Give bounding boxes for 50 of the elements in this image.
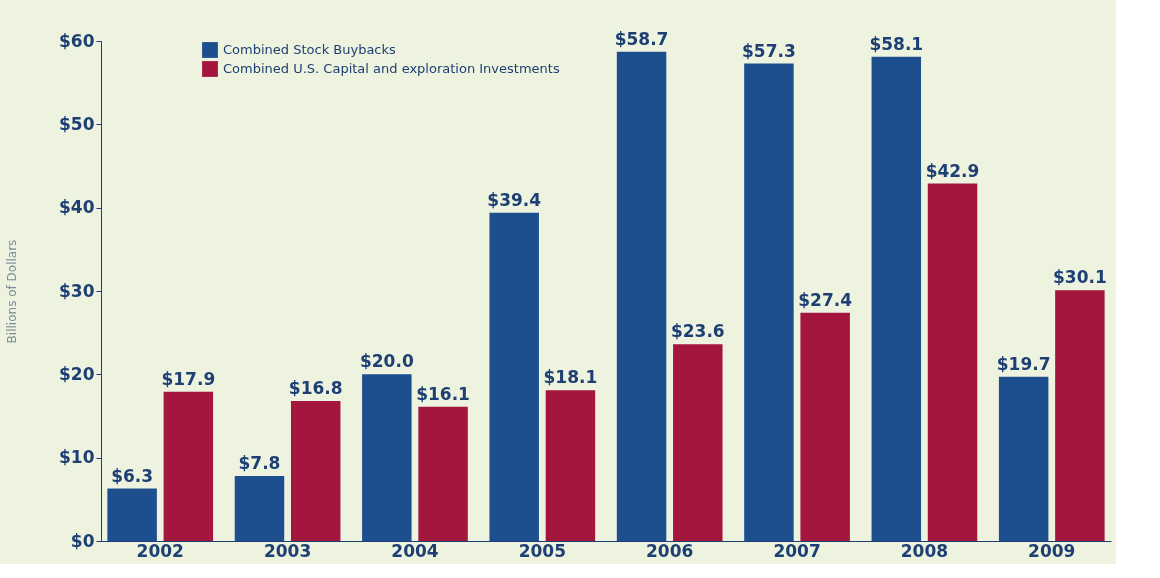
x-tick-label: 2006 — [646, 540, 694, 561]
y-tick-label: $60 — [59, 30, 95, 51]
x-tick-label: 2003 — [263, 540, 312, 561]
bar — [234, 476, 285, 541]
data-label: $23.6 — [670, 321, 725, 342]
x-tick-label: 2009 — [1028, 540, 1076, 561]
bar — [107, 488, 157, 541]
bar — [998, 376, 1049, 541]
data-label: $7.8 — [238, 453, 281, 473]
data-label: $18.1 — [543, 367, 598, 388]
data-label: $16.1 — [416, 383, 470, 404]
y-tick-label: $0 — [70, 530, 95, 551]
y-tick-label: $10 — [59, 447, 95, 468]
legend-label: Combined U.S. Capital and exploration Investments — [223, 61, 560, 76]
x-tick-label: 2007 — [773, 540, 821, 561]
bar — [673, 344, 723, 541]
bar — [290, 401, 341, 541]
x-tick-label: 2004 — [391, 540, 439, 561]
data-label: $17.9 — [161, 368, 216, 389]
legend-label: Combined Stock Buybacks — [223, 42, 397, 57]
bar — [744, 63, 794, 541]
bar — [418, 406, 468, 541]
bar — [163, 391, 214, 541]
data-label: $16.8 — [288, 378, 343, 398]
data-label: $58.1 — [869, 33, 924, 54]
data-label: $6.3 — [111, 465, 154, 486]
y-tick-label: $50 — [59, 113, 95, 134]
data-label: $30.1 — [1053, 267, 1107, 288]
x-tick-label: 2005 — [518, 540, 566, 561]
bar — [616, 51, 667, 541]
bar — [545, 390, 596, 541]
data-label: $39.4 — [487, 189, 542, 210]
data-label: $42.9 — [925, 160, 980, 181]
data-label: $19.7 — [996, 353, 1051, 374]
bar — [1055, 290, 1105, 541]
y-tick-label: $30 — [59, 280, 95, 301]
data-label: $57.3 — [742, 40, 796, 61]
x-tick-label: 2008 — [900, 540, 949, 561]
bar — [362, 374, 412, 541]
data-label: $27.4 — [798, 289, 853, 310]
data-label: $20.0 — [359, 351, 414, 372]
data-label: $58.7 — [614, 28, 669, 49]
y-axis-title: Billions of Dollars — [5, 239, 20, 344]
bar — [871, 56, 922, 541]
bar — [927, 183, 978, 541]
bar — [489, 212, 539, 541]
bar — [800, 312, 850, 541]
y-tick-label: $20 — [59, 363, 95, 384]
y-tick-label: $40 — [59, 197, 95, 218]
x-tick-label: 2002 — [136, 540, 184, 561]
